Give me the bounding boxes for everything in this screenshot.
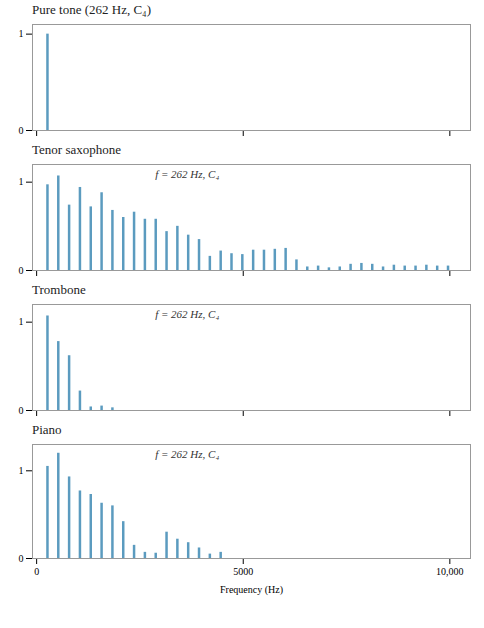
svg-text:0: 0 [19,265,24,276]
svg-text:0: 0 [19,405,24,416]
html-text:Tenor saxophone: Tenor saxophone [32,142,121,157]
svg-text:0: 0 [34,566,39,577]
html-text:Pure tone (262 Hz, C₄): Pure tone (262 Hz, C₄) [32,2,151,17]
svg-text:0: 0 [19,553,24,564]
html-text:Trombone: Trombone [32,282,86,297]
svg-text:10,000: 10,000 [436,566,464,577]
svg-text:1: 1 [19,28,24,39]
svg-text:5000: 5000 [233,566,253,577]
svg-text:1: 1 [19,465,24,476]
svg-text:Frequency (Hz): Frequency (Hz) [220,584,283,596]
svg-text:1: 1 [19,316,24,327]
svg-text:1: 1 [19,176,24,187]
svg-text:f = 262 Hz, C₄: f = 262 Hz, C₄ [155,448,219,460]
svg-text:f = 262 Hz, C₄: f = 262 Hz, C₄ [155,168,219,180]
svg-text:0: 0 [19,125,24,136]
html-text:Piano: Piano [32,422,62,437]
svg-text:f = 262 Hz, C₄: f = 262 Hz, C₄ [155,308,219,320]
